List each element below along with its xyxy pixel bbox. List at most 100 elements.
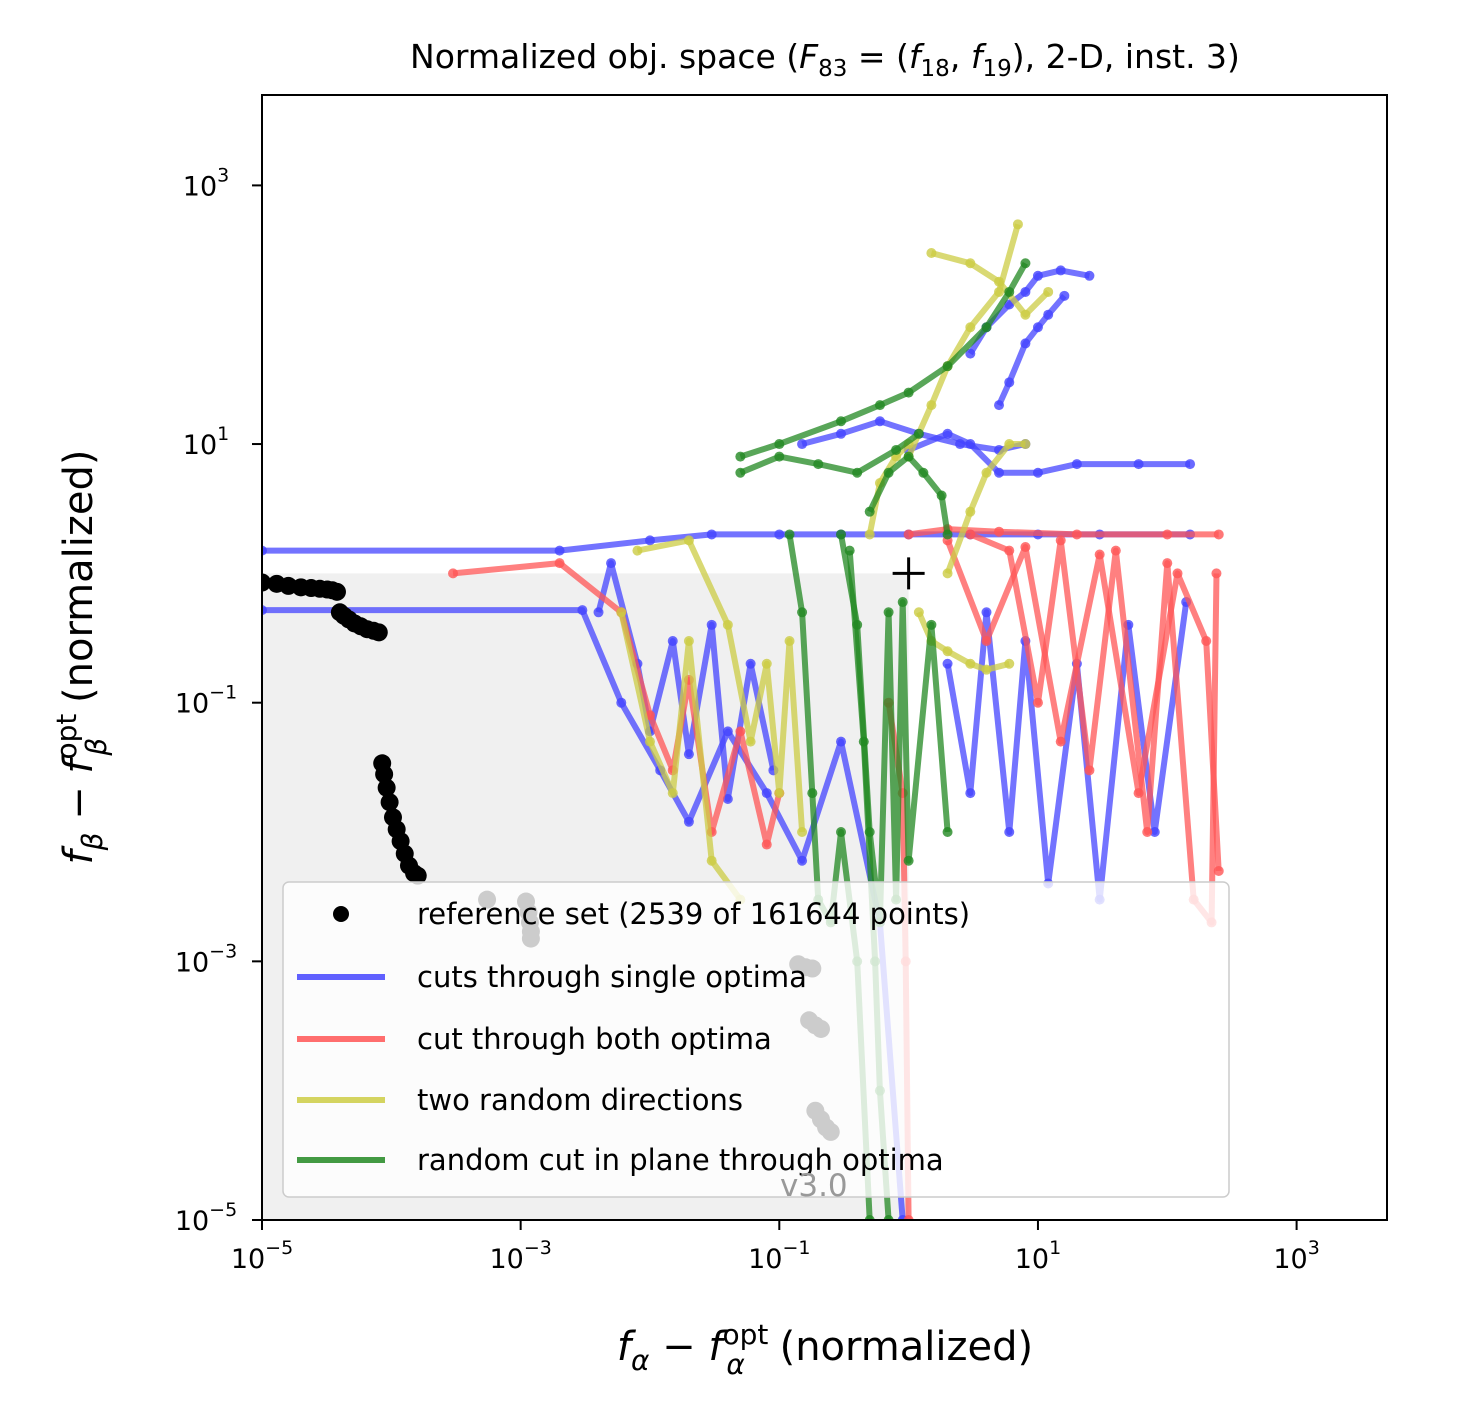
series-2-point [448,568,459,579]
series-1-point [774,529,785,540]
series-1-point [965,348,976,359]
series-2-point [1133,788,1144,799]
series-1-point [1055,265,1066,276]
series-3-point [1004,658,1015,669]
reference-set-point [375,765,394,784]
series-4-point [1004,286,1015,297]
legend-label: reference set (2539 of 161644 points) [417,897,970,931]
series-3-line-1 [618,611,743,902]
legend-label: cut through both optima [417,1022,772,1056]
series-1-point [1059,290,1070,301]
series-4-point [852,467,863,478]
series-3-point [942,568,953,579]
legend-item: random cut in plane through optima [297,1143,944,1177]
series-1-point [593,607,604,618]
series-1-point [577,605,588,616]
series-1-point [606,558,617,569]
series-4-point [942,529,953,540]
series-1-point [616,697,627,708]
series-3-point [683,635,694,646]
series-2-point [554,558,565,569]
series-3-point [981,467,992,478]
series-1-point [683,816,694,827]
series-4-line-5 [867,453,951,535]
series-1-point [1043,309,1054,320]
series-4-point [883,467,894,478]
series-1-point [874,416,885,427]
series-3-point [981,664,992,675]
series-3-point [965,506,976,517]
series-1-point [981,607,992,618]
series-3-point [774,788,785,799]
series-1-point [1004,377,1015,388]
series-1-point [1020,338,1031,349]
y-tick-label: 103 [183,164,229,202]
series-1-point [994,400,1005,411]
x-tick-label: 10−5 [231,1237,293,1275]
series-1-point [836,736,847,747]
series-1-point [955,439,966,450]
series-4-point [836,529,847,540]
series-2-point [1084,765,1095,776]
series-2-point [994,526,1005,537]
series-4-point [891,444,902,455]
series-2-point [1094,549,1105,560]
legend-label: cuts through single optima [417,960,807,994]
series-2-point [903,1215,914,1220]
series-1-point [1084,270,1095,281]
reference-set-point [327,582,346,601]
series-3-point [761,658,772,669]
series-4-point [813,459,824,470]
reference-point-marker [892,557,925,590]
series-4-point [883,1215,894,1220]
series-2-point [981,635,992,646]
series-2-point [1213,529,1224,540]
series-1-point [1071,459,1082,470]
chart-title: Normalized obj. space (F83 = (f18, f19),… [410,37,1240,82]
series-1-point [942,658,953,669]
series-2-point [1020,541,1031,552]
x-axis-ticks: 10−5 10−3 10−1 101 103 [231,1220,1320,1275]
series-1-point [722,726,733,737]
series-1-point [1149,827,1160,838]
series-1-point [683,749,694,760]
series-2-point [1211,568,1222,579]
series-1-point [836,428,847,439]
series-2-point [1004,545,1015,556]
series-1-point [1032,467,1043,478]
series-4-point [844,545,855,556]
series-3-point [1012,219,1023,230]
y-tick-label: 10−3 [175,940,237,978]
series-2-point [735,726,746,737]
series-3-point [913,607,924,618]
series-3-point [1020,439,1031,450]
series-4-point [874,400,885,411]
y-tick-label: 101 [183,423,229,461]
series-1-point [667,635,678,646]
legend-box [282,881,1230,1198]
series-3-point [784,635,795,646]
legend-item: cuts through single optima [297,960,807,994]
series-1-point [797,439,808,450]
series-4-point [836,827,847,838]
series-1-point [262,605,267,616]
series-4-point [774,439,785,450]
series-1-point [262,545,267,556]
series-3-line-0 [636,537,806,833]
series-3-point [667,788,678,799]
reference-set-point [377,778,396,797]
series-3-point [683,535,694,546]
x-tick-label: 10−1 [748,1237,810,1275]
x-tick-label: 10−3 [489,1237,551,1275]
reference-set-point [408,866,427,885]
series-4-line-0 [739,261,1029,460]
series-1-point [1133,459,1144,470]
series-4-point [1020,258,1031,269]
series-3-point [722,619,733,630]
legend-marker [333,906,349,922]
legend-item: reference set (2539 of 161644 points) [333,897,970,931]
series-1-point [761,788,772,799]
y-tick-label: 10−5 [175,1199,237,1237]
series-4-point [735,467,746,478]
series-1-point [745,658,756,669]
